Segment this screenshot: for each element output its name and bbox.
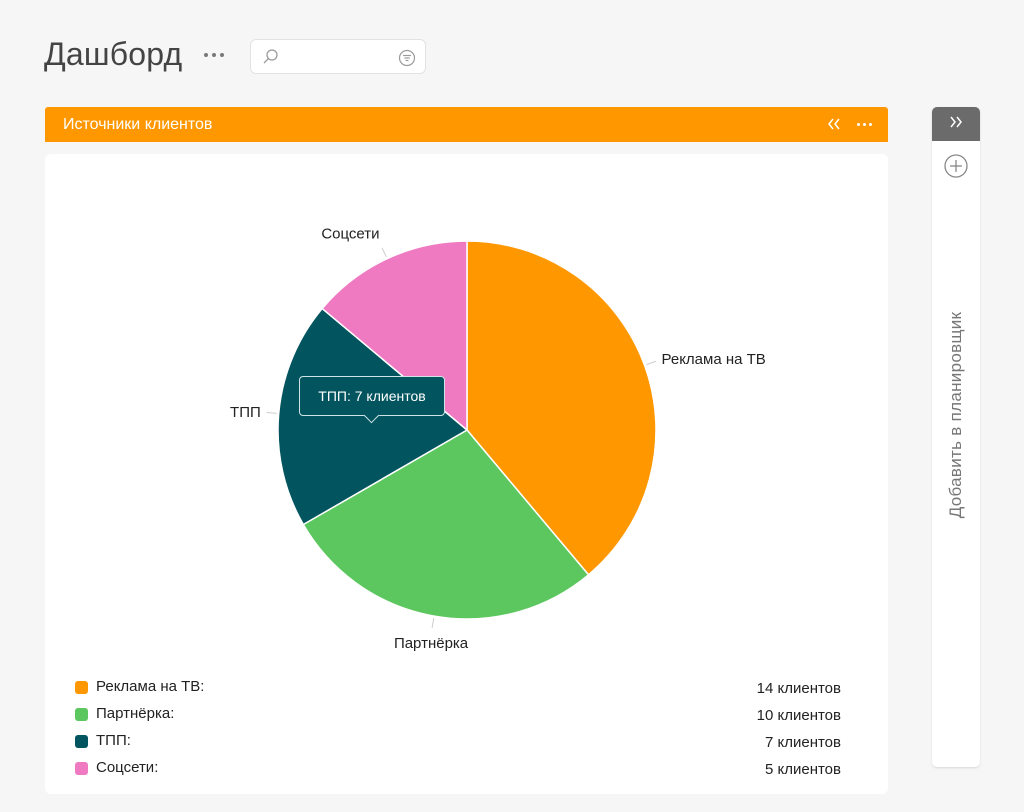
chart-tooltip: ТПП: 7 клиентов [299, 376, 445, 416]
legend-value: 14 клиентов [756, 680, 841, 697]
label-leader-line [266, 411, 277, 414]
page-title: Дашборд [44, 36, 183, 72]
legend-label: Партнёрка: [96, 705, 175, 722]
pie-slice[interactable] [466, 240, 657, 576]
legend-value: 7 клиентов [764, 734, 841, 751]
legend-swatch [75, 708, 88, 721]
label-leader-line [431, 618, 435, 629]
slice-label: Реклама на ТВ [662, 351, 766, 368]
widget-more-icon[interactable] [857, 117, 875, 131]
legend-item: ТПП: 7 клиентов [75, 732, 845, 759]
legend-label: Соцсети: [96, 759, 159, 776]
title-more-icon[interactable] [201, 48, 227, 62]
legend-value: 5 клиентов [764, 761, 841, 778]
widget-title: Источники клиентов [63, 116, 213, 133]
legend-label: Реклама на ТВ: [96, 678, 205, 695]
expand-panel-button[interactable] [932, 107, 980, 141]
chart-card: Реклама на ТВ Партнёрка ТПП Соцсети ТПП: 7 … [45, 154, 888, 794]
search-input[interactable] [285, 46, 399, 70]
legend-value: 10 клиентов [756, 707, 841, 724]
slice-label: Партнёрка [394, 635, 469, 652]
legend-label: ТПП: [96, 732, 131, 749]
filter-icon[interactable] [398, 49, 416, 72]
pie-chart: Реклама на ТВ Партнёрка ТПП Соцсети [230, 225, 766, 652]
chevron-double-right-icon [947, 114, 965, 135]
search-box[interactable] [250, 39, 426, 74]
widget-header: Источники клиентов [45, 107, 888, 142]
slice-label: Соцсети [321, 225, 379, 242]
slice-label: ТПП [230, 404, 261, 421]
chart-legend: Реклама на ТВ: 14 клиентов Партнёрка: 10… [75, 678, 845, 786]
add-icon[interactable] [944, 154, 968, 183]
search-icon [262, 48, 280, 71]
legend-item: Соцсети: 5 клиентов [75, 759, 845, 786]
collapse-left-icon[interactable] [825, 116, 843, 137]
pie-slice[interactable] [302, 429, 590, 620]
legend-swatch [75, 735, 88, 748]
label-leader-line [646, 360, 657, 366]
add-to-planner-label[interactable]: Добавить в планировщик [946, 311, 965, 519]
legend-item: Партнёрка: 10 клиентов [75, 705, 845, 732]
label-leader-line [381, 247, 387, 258]
legend-swatch [75, 762, 88, 775]
side-panel: Добавить в планировщик [932, 107, 980, 767]
legend-swatch [75, 681, 88, 694]
legend-item: Реклама на ТВ: 14 клиентов [75, 678, 845, 705]
